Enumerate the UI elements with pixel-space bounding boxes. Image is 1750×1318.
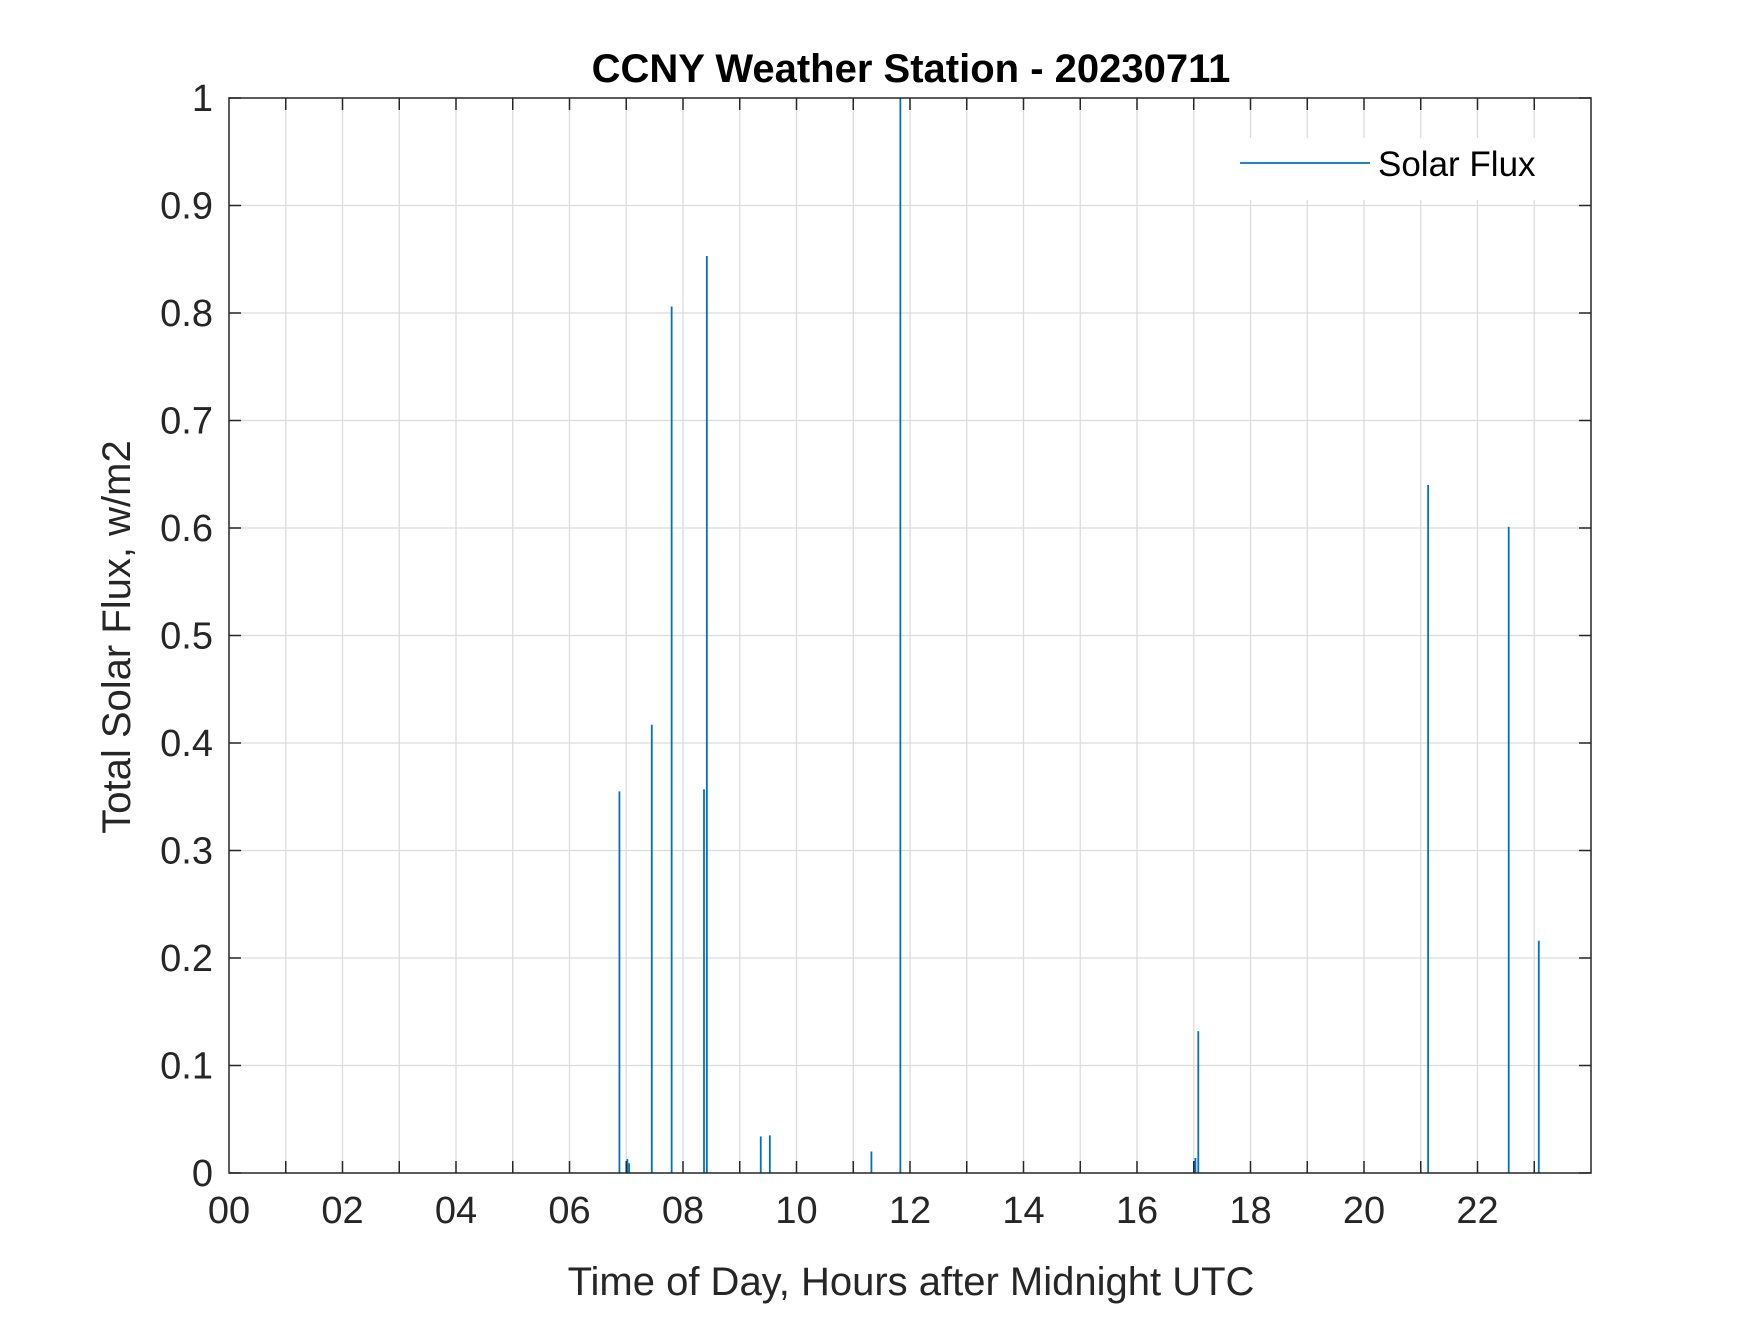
y-tick-label: 1 (192, 78, 213, 120)
x-tick-label: 14 (1002, 1190, 1044, 1232)
y-tick-label: 0.8 (160, 293, 213, 335)
y-tick-label: 0.5 (160, 616, 213, 658)
x-tick-label: 16 (1116, 1190, 1158, 1232)
y-tick-label: 0.1 (160, 1046, 213, 1088)
y-axis-label: Total Solar Flux, w/m2 (95, 440, 139, 833)
x-tick-label: 18 (1229, 1190, 1271, 1232)
y-tick-label: 0.2 (160, 938, 213, 980)
legend: Solar Flux (1225, 138, 1580, 200)
x-tick-label: 12 (889, 1190, 931, 1232)
y-tick-label: 0.7 (160, 401, 213, 443)
x-tick-label: 22 (1456, 1190, 1498, 1232)
y-tick-label: 0 (192, 1153, 213, 1195)
legend-label-solar-flux: Solar Flux (1378, 145, 1536, 184)
x-tick-label: 08 (662, 1190, 704, 1232)
x-tick-label: 06 (548, 1190, 590, 1232)
y-tick-label: 0.4 (160, 723, 213, 765)
tick-labels: 00 02 04 06 08 10 12 14 16 18 20 22 0 0.1 0.2 0.3 0.4 0.5… (160, 78, 1498, 1232)
x-tick-label: 10 (775, 1190, 817, 1232)
x-tick-label: 04 (435, 1190, 477, 1232)
chart-title: CCNY Weather Station - 20230711 (592, 47, 1231, 91)
y-tick-label: 0.9 (160, 186, 213, 228)
data-series (618, 98, 1540, 1173)
y-tick-label: 0.6 (160, 508, 213, 550)
y-tick-label: 0.3 (160, 831, 213, 873)
legend-background (1225, 138, 1580, 200)
x-tick-label: 02 (321, 1190, 363, 1232)
x-tick-label: 00 (208, 1190, 250, 1232)
grid-lines (229, 98, 1591, 1173)
x-axis-label: Time of Day, Hours after Midnight UTC (568, 1260, 1255, 1304)
x-tick-label: 20 (1343, 1190, 1385, 1232)
tick-marks (229, 97, 1591, 1174)
